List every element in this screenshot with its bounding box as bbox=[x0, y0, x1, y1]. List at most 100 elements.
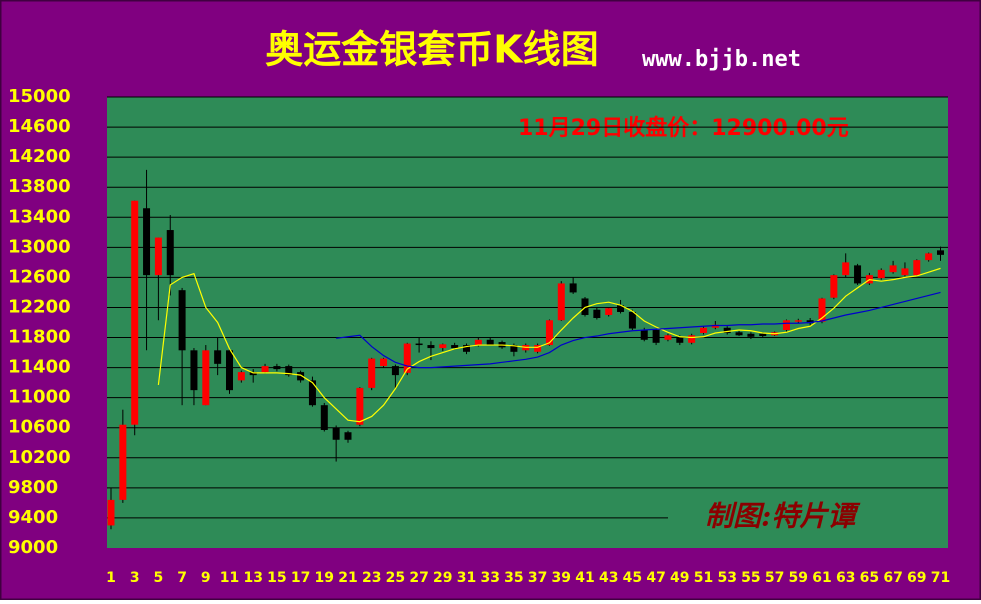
y-tick-label: 9400 bbox=[8, 507, 58, 528]
x-tick-label: 71 bbox=[931, 570, 950, 586]
candle-body bbox=[842, 262, 850, 276]
candle-body bbox=[782, 320, 790, 331]
candle-body bbox=[628, 311, 636, 329]
candle-body bbox=[664, 335, 672, 340]
candle-body bbox=[510, 345, 518, 352]
credit: 制图:特片谭 bbox=[705, 500, 861, 533]
x-tick-label: 23 bbox=[362, 570, 381, 586]
candle-body bbox=[427, 345, 435, 349]
candle-body bbox=[676, 336, 684, 343]
candle-body bbox=[605, 308, 613, 315]
candle-body bbox=[854, 265, 862, 284]
candle-body bbox=[557, 283, 565, 321]
candle-body bbox=[534, 345, 542, 352]
x-tick-label: 27 bbox=[409, 570, 428, 586]
candle-body bbox=[486, 339, 494, 346]
x-tick-label: 21 bbox=[338, 570, 357, 586]
y-tick-label: 12600 bbox=[8, 266, 71, 287]
candle-body bbox=[640, 330, 648, 340]
y-tick-label: 15000 bbox=[8, 86, 71, 107]
candle-body bbox=[356, 387, 364, 425]
x-tick-label: 45 bbox=[623, 570, 642, 586]
x-tick-label: 47 bbox=[646, 570, 665, 586]
candle-body bbox=[190, 350, 198, 391]
candle-body bbox=[747, 333, 755, 337]
candle-body bbox=[925, 253, 933, 261]
x-tick-label: 9 bbox=[201, 570, 211, 586]
x-tick-label: 35 bbox=[504, 570, 523, 586]
candle-body bbox=[937, 250, 944, 255]
x-tick-label: 61 bbox=[812, 570, 831, 586]
candle-body bbox=[403, 343, 411, 373]
candle-body bbox=[463, 345, 470, 352]
candle-body bbox=[214, 350, 222, 364]
candle-body bbox=[759, 333, 767, 337]
candle-body bbox=[308, 380, 316, 406]
x-tick-label: 15 bbox=[267, 570, 286, 586]
annotation: 11月29日收盘价：12900.00元 bbox=[518, 115, 849, 141]
candle-body bbox=[794, 320, 802, 322]
y-tick-label: 9800 bbox=[8, 477, 58, 498]
candle-body bbox=[273, 366, 281, 370]
y-tick-label: 11800 bbox=[8, 327, 71, 348]
candle-body bbox=[107, 499, 115, 526]
candle-body bbox=[391, 366, 399, 376]
x-tick-label: 31 bbox=[457, 570, 476, 586]
x-tick-label: 1 bbox=[106, 570, 116, 586]
subtitle: www.bjjb.net bbox=[642, 47, 801, 72]
x-tick-label: 59 bbox=[789, 570, 808, 586]
y-tick-label: 12200 bbox=[8, 296, 71, 317]
moving-average-line bbox=[336, 291, 941, 369]
candle-body bbox=[439, 344, 447, 349]
x-tick-label: 63 bbox=[836, 570, 855, 586]
x-tick-label: 67 bbox=[883, 570, 902, 586]
candle-body bbox=[806, 320, 814, 324]
candle-body bbox=[913, 260, 921, 276]
y-tick-label: 11400 bbox=[8, 357, 71, 378]
candle-body bbox=[700, 327, 707, 334]
x-tick-label: 51 bbox=[694, 570, 713, 586]
candle-body bbox=[166, 230, 174, 276]
y-tick-label: 13800 bbox=[8, 176, 71, 197]
candle-body bbox=[119, 424, 127, 500]
candle-body bbox=[652, 330, 660, 343]
y-tick-label: 14200 bbox=[8, 146, 71, 167]
x-tick-label: 49 bbox=[670, 570, 689, 586]
x-tick-label: 33 bbox=[480, 570, 499, 586]
candle-body bbox=[285, 366, 293, 376]
candle-body bbox=[226, 350, 233, 391]
moving-average-line bbox=[157, 267, 941, 423]
candle-body bbox=[818, 298, 826, 322]
candle-body bbox=[415, 343, 423, 346]
candle-body bbox=[901, 268, 909, 276]
x-tick-label: 17 bbox=[291, 570, 310, 586]
candle-body bbox=[569, 283, 577, 293]
y-tick-label: 14600 bbox=[8, 116, 71, 137]
candle-body bbox=[143, 208, 151, 276]
candle-body bbox=[297, 372, 305, 381]
candle-body bbox=[877, 269, 885, 279]
x-tick-label: 25 bbox=[386, 570, 405, 586]
x-tick-label: 69 bbox=[907, 570, 926, 586]
x-tick-label: 29 bbox=[433, 570, 452, 586]
candle-body bbox=[474, 339, 482, 346]
x-tick-label: 43 bbox=[599, 570, 618, 586]
candle-body bbox=[344, 432, 352, 440]
candle-body bbox=[593, 309, 601, 318]
candle-body bbox=[545, 320, 553, 346]
x-tick-label: 37 bbox=[528, 570, 547, 586]
x-tick-label: 7 bbox=[177, 570, 187, 586]
y-tick-label: 13400 bbox=[8, 206, 71, 227]
x-tick-label: 41 bbox=[575, 570, 594, 586]
x-tick-label: 5 bbox=[154, 570, 164, 586]
candle-body bbox=[735, 332, 743, 336]
y-tick-label: 11000 bbox=[8, 387, 71, 408]
candle-body bbox=[830, 275, 838, 298]
candle-body bbox=[131, 200, 139, 425]
candle-body bbox=[688, 335, 696, 343]
candle-body bbox=[368, 358, 376, 388]
x-tick-label: 13 bbox=[243, 570, 262, 586]
candle-body bbox=[261, 366, 269, 373]
